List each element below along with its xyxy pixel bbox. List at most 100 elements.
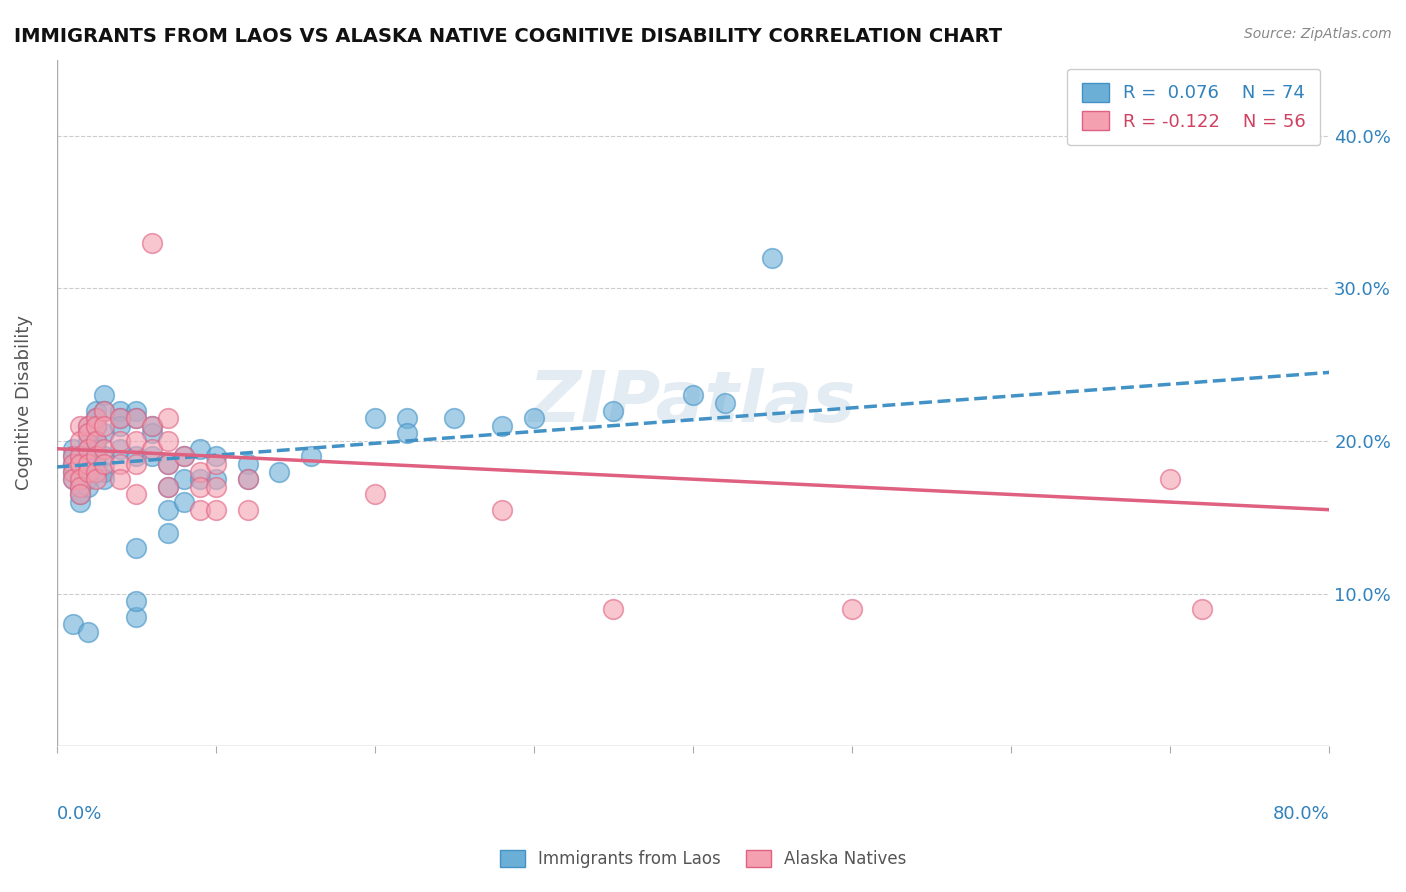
Point [602,602,624,616]
Point [125,594,148,608]
Point [156,502,179,516]
Point [69,450,91,464]
Point [62,450,84,464]
Point [491,418,513,433]
Point [93,442,115,456]
Point [77,472,100,486]
Point [682,388,704,402]
Point [69,495,91,509]
Point [236,472,259,486]
Point [141,442,163,456]
Point [173,472,195,486]
Point [93,472,115,486]
Point [86,418,108,433]
Point [110,411,132,425]
Point [77,457,100,471]
Point [125,403,148,417]
Point [395,426,418,441]
Point [77,465,100,479]
Text: Source: ZipAtlas.com: Source: ZipAtlas.com [1244,27,1392,41]
Point [491,502,513,516]
Point [204,480,226,494]
Point [69,472,91,486]
Point [62,472,84,486]
Point [77,450,100,464]
Point [204,450,226,464]
Point [77,442,100,456]
Legend: R =  0.076    N = 74, R = -0.122    N = 56: R = 0.076 N = 74, R = -0.122 N = 56 [1067,69,1320,145]
Point [86,403,108,417]
Point [156,525,179,540]
Point [110,418,132,433]
Point [156,411,179,425]
Point [188,480,211,494]
Point [188,472,211,486]
Point [93,457,115,471]
Point [77,442,100,456]
Text: 0.0%: 0.0% [56,805,103,823]
Point [77,457,100,471]
Point [77,426,100,441]
Point [62,465,84,479]
Point [86,472,108,486]
Point [141,418,163,433]
Point [69,480,91,494]
Point [204,502,226,516]
Legend: Immigrants from Laos, Alaska Natives: Immigrants from Laos, Alaska Natives [494,843,912,875]
Point [93,403,115,417]
Point [69,487,91,501]
Point [86,465,108,479]
Point [1191,602,1213,616]
Point [156,480,179,494]
Point [77,418,100,433]
Point [93,418,115,433]
Point [77,434,100,448]
Point [69,450,91,464]
Point [188,502,211,516]
Point [269,465,291,479]
Point [125,609,148,624]
Point [156,457,179,471]
Point [69,465,91,479]
Point [69,487,91,501]
Point [299,450,322,464]
Point [69,457,91,471]
Point [62,442,84,456]
Point [841,602,863,616]
Point [141,235,163,250]
Text: IMMIGRANTS FROM LAOS VS ALASKA NATIVE COGNITIVE DISABILITY CORRELATION CHART: IMMIGRANTS FROM LAOS VS ALASKA NATIVE CO… [14,27,1002,45]
Point [77,426,100,441]
Point [188,442,211,456]
Point [86,434,108,448]
Point [86,418,108,433]
Point [125,411,148,425]
Point [77,465,100,479]
Point [602,403,624,417]
Point [141,450,163,464]
Point [204,457,226,471]
Point [69,480,91,494]
Point [110,434,132,448]
Point [86,411,108,425]
Point [173,450,195,464]
Point [62,457,84,471]
Point [62,457,84,471]
Point [86,442,108,456]
Point [1159,472,1181,486]
Point [173,495,195,509]
Point [62,465,84,479]
Point [86,457,108,471]
Point [110,411,132,425]
Point [93,465,115,479]
Point [86,434,108,448]
Text: 80.0%: 80.0% [1272,805,1329,823]
Point [110,403,132,417]
Point [141,426,163,441]
Point [62,617,84,632]
Point [395,411,418,425]
Point [236,457,259,471]
Point [173,450,195,464]
Point [188,465,211,479]
Point [93,450,115,464]
Point [110,472,132,486]
